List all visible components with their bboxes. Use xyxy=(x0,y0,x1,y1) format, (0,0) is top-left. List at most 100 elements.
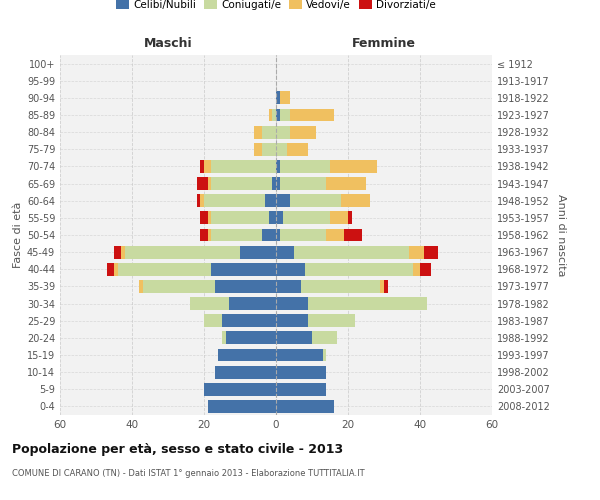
Bar xyxy=(204,314,222,327)
Bar xyxy=(276,297,308,310)
Bar xyxy=(312,332,337,344)
Bar xyxy=(276,228,280,241)
Bar xyxy=(413,263,420,276)
Bar xyxy=(262,228,276,241)
Bar xyxy=(254,143,262,156)
Bar xyxy=(305,263,413,276)
Bar xyxy=(204,383,276,396)
Bar xyxy=(200,160,204,173)
Bar xyxy=(197,177,208,190)
Bar xyxy=(200,228,208,241)
Bar xyxy=(341,194,370,207)
Bar xyxy=(420,263,431,276)
Bar xyxy=(107,263,114,276)
Bar xyxy=(118,263,211,276)
Bar xyxy=(262,126,276,138)
Bar xyxy=(200,212,208,224)
Bar xyxy=(139,280,143,293)
Bar xyxy=(190,297,229,310)
Text: COMUNE DI CARANO (TN) - Dati ISTAT 1° gennaio 2013 - Elaborazione TUTTITALIA.IT: COMUNE DI CARANO (TN) - Dati ISTAT 1° ge… xyxy=(12,469,365,478)
Bar xyxy=(301,280,380,293)
Bar xyxy=(276,160,280,173)
Bar xyxy=(197,194,200,207)
Bar xyxy=(254,126,262,138)
Bar xyxy=(280,228,326,241)
Bar xyxy=(211,228,262,241)
Bar xyxy=(344,228,362,241)
Bar xyxy=(276,108,280,122)
Bar xyxy=(326,228,344,241)
Bar xyxy=(276,126,290,138)
Bar xyxy=(211,263,276,276)
Bar xyxy=(215,366,276,378)
Bar xyxy=(287,143,308,156)
Bar xyxy=(276,143,287,156)
Bar xyxy=(272,108,276,122)
Bar xyxy=(280,92,290,104)
Bar xyxy=(276,92,280,104)
Bar xyxy=(143,280,215,293)
Text: Femmine: Femmine xyxy=(352,37,416,50)
Bar xyxy=(269,108,272,122)
Bar xyxy=(265,194,276,207)
Bar xyxy=(290,108,334,122)
Bar xyxy=(280,160,330,173)
Bar xyxy=(326,177,366,190)
Bar xyxy=(276,194,290,207)
Bar xyxy=(211,160,276,173)
Bar xyxy=(276,332,312,344)
Bar xyxy=(276,366,326,378)
Y-axis label: Fasce di età: Fasce di età xyxy=(13,202,23,268)
Bar xyxy=(276,280,301,293)
Bar xyxy=(280,177,326,190)
Bar xyxy=(308,297,427,310)
Bar xyxy=(204,160,211,173)
Bar xyxy=(294,246,409,258)
Bar xyxy=(276,383,326,396)
Text: Popolazione per età, sesso e stato civile - 2013: Popolazione per età, sesso e stato civil… xyxy=(12,442,343,456)
Bar xyxy=(208,177,211,190)
Bar xyxy=(380,280,384,293)
Bar xyxy=(276,263,305,276)
Bar xyxy=(323,348,326,362)
Bar xyxy=(276,400,334,413)
Bar xyxy=(211,177,272,190)
Bar xyxy=(208,212,211,224)
Bar xyxy=(290,194,341,207)
Bar xyxy=(200,194,204,207)
Bar xyxy=(262,143,276,156)
Bar xyxy=(409,246,424,258)
Bar xyxy=(330,160,377,173)
Bar xyxy=(283,212,330,224)
Bar xyxy=(226,332,276,344)
Bar xyxy=(269,212,276,224)
Y-axis label: Anni di nascita: Anni di nascita xyxy=(556,194,566,276)
Bar xyxy=(114,263,118,276)
Bar xyxy=(211,212,269,224)
Bar xyxy=(348,212,352,224)
Bar xyxy=(276,177,280,190)
Legend: Celibi/Nubili, Coniugati/e, Vedovi/e, Divorziati/e: Celibi/Nubili, Coniugati/e, Vedovi/e, Di… xyxy=(112,0,440,14)
Bar xyxy=(276,246,294,258)
Bar xyxy=(222,314,276,327)
Bar xyxy=(229,297,276,310)
Bar xyxy=(240,246,276,258)
Bar xyxy=(114,246,121,258)
Bar xyxy=(308,314,355,327)
Bar xyxy=(424,246,438,258)
Bar xyxy=(276,314,308,327)
Bar xyxy=(384,280,388,293)
Bar xyxy=(330,212,348,224)
Bar xyxy=(121,246,125,258)
Bar xyxy=(276,212,283,224)
Bar xyxy=(276,348,323,362)
Bar xyxy=(290,126,316,138)
Bar xyxy=(272,177,276,190)
Bar xyxy=(280,108,290,122)
Bar xyxy=(222,332,226,344)
Text: Maschi: Maschi xyxy=(143,37,193,50)
Bar xyxy=(208,400,276,413)
Bar xyxy=(215,280,276,293)
Bar xyxy=(204,194,265,207)
Bar xyxy=(218,348,276,362)
